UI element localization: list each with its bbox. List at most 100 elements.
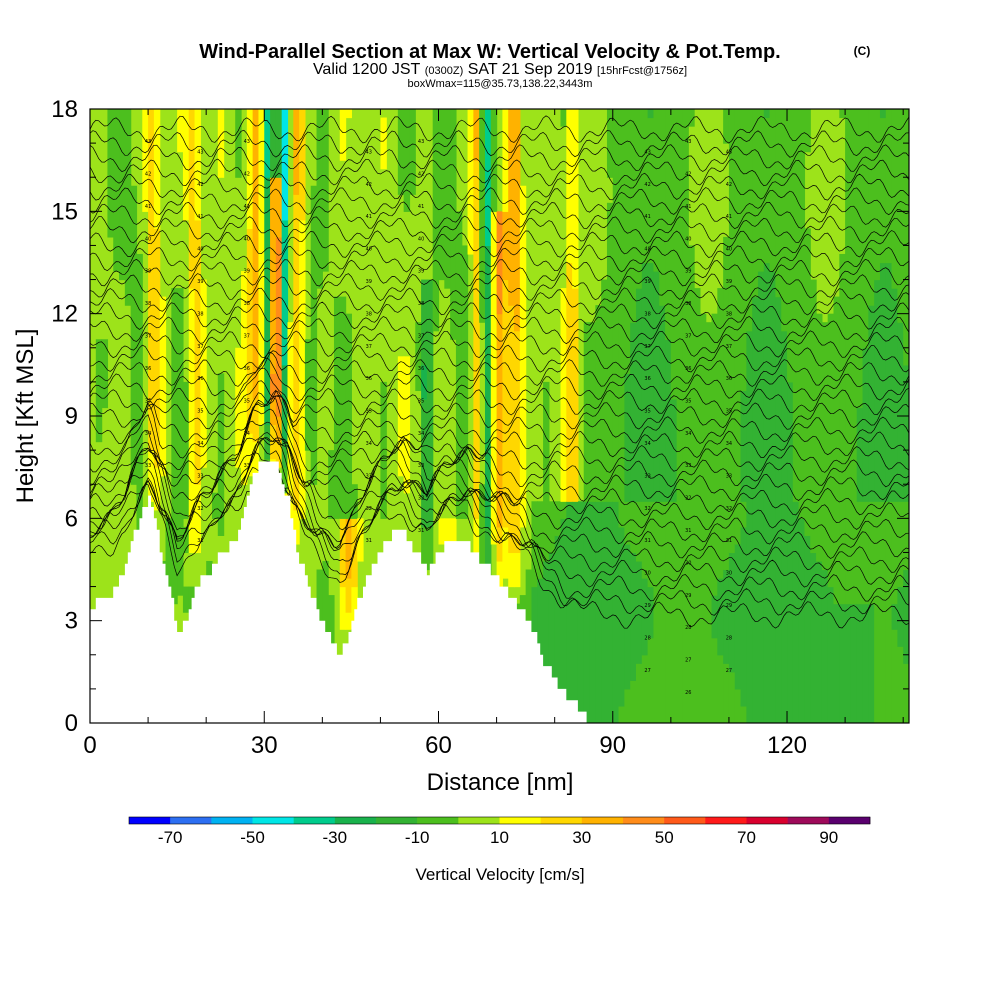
velocity-cell (804, 228, 811, 536)
y-tick-label: 9 (65, 403, 78, 430)
contour-label: 31 (726, 538, 732, 544)
contour-label: 33 (197, 473, 203, 479)
velocity-cell (653, 501, 660, 723)
theta-contour (90, 351, 909, 387)
velocity-cell (641, 501, 649, 579)
velocity-cell (543, 560, 550, 673)
velocity-cell (339, 109, 347, 161)
velocity-cell (200, 279, 207, 468)
contour-label: 36 (685, 366, 691, 372)
velocity-cell (95, 339, 103, 443)
velocity-cell (496, 211, 504, 315)
velocity-cell (850, 109, 858, 605)
colorbar-swatch (458, 817, 500, 824)
theta-contour (90, 452, 909, 602)
velocity-cell (421, 526, 428, 571)
colorbar-swatch (787, 817, 830, 824)
contour-label: 41 (685, 204, 691, 210)
velocity-cell (740, 109, 747, 392)
velocity-cell (757, 271, 765, 723)
velocity-cell (177, 288, 184, 596)
theta-contour (90, 315, 909, 345)
velocity-cell (275, 416, 283, 443)
contour-label: 40 (418, 236, 424, 242)
velocity-cell (630, 501, 637, 554)
velocity-cell (339, 518, 347, 588)
velocity-cell (717, 578, 724, 656)
colorbar-tick-label: 10 (490, 828, 509, 847)
velocity-cell (845, 109, 852, 605)
velocity-cell (630, 322, 637, 502)
velocity-cell (572, 288, 579, 502)
colorbar-swatch (746, 817, 788, 824)
velocity-cell (647, 109, 655, 119)
contour-label: 39 (244, 269, 250, 275)
velocity-cell (566, 501, 573, 723)
velocity-cell (862, 603, 869, 723)
velocity-cell (101, 339, 109, 409)
velocity-cell (484, 526, 492, 571)
velocity-cell (252, 109, 260, 400)
velocity-cell (496, 526, 504, 562)
velocity-cell (490, 109, 498, 212)
velocity-cell (746, 330, 753, 723)
velocity-cell (496, 313, 504, 528)
velocity-cell (345, 578, 352, 613)
contour-label: 36 (197, 376, 203, 382)
velocity-cell (479, 109, 486, 323)
colorbar-swatch (828, 817, 871, 824)
colorbar-swatch (417, 817, 459, 824)
velocity-cell (560, 501, 567, 519)
velocity-cell (583, 501, 591, 723)
velocity-cell (275, 109, 283, 178)
velocity-cell (548, 501, 556, 554)
colorbar-tick-label: 70 (737, 828, 756, 847)
terrain-mask (90, 461, 909, 723)
velocity-cell (781, 109, 788, 332)
contour-label: 31 (366, 538, 372, 544)
velocity-cell (502, 279, 509, 528)
velocity-cell (351, 586, 358, 622)
velocity-cell (618, 109, 625, 528)
velocity-cell (775, 109, 782, 298)
theta-contour (90, 357, 909, 402)
colorbar-tick-label: 90 (819, 828, 838, 847)
y-tick-label: 3 (65, 608, 78, 635)
velocity-cell (566, 109, 573, 264)
velocity-cell (310, 185, 318, 485)
velocity-cell (153, 228, 161, 468)
contour-label: 36 (244, 366, 250, 372)
colorbar-tick-label: -70 (158, 828, 183, 847)
velocity-cell (647, 637, 655, 723)
velocity-cell (426, 526, 434, 571)
velocity-cell (299, 219, 306, 519)
velocity-cell (577, 501, 585, 723)
velocity-cell (624, 109, 631, 374)
velocity-cell (856, 109, 864, 409)
velocity-cell (461, 245, 469, 519)
velocity-cell (560, 288, 567, 502)
velocity-cell (606, 109, 614, 178)
velocity-cell (740, 526, 747, 707)
velocity-cell (153, 467, 161, 511)
contour-label: 41 (726, 214, 732, 220)
contour-label: 43 (145, 139, 151, 145)
velocity-cell (502, 109, 509, 212)
colorbar-swatch (129, 817, 171, 824)
velocity-cell (560, 518, 567, 707)
velocity-cell (775, 296, 782, 723)
plot-area: 43 42 41 40 39 38 37 36 35 34 33 43 42 41 40 39 38 37 36 35… (90, 109, 909, 723)
velocity-cell (467, 109, 474, 255)
velocity-cell (821, 569, 829, 723)
velocity-cell (839, 603, 846, 723)
velocity-cell (601, 501, 608, 723)
contour-label: 30 (685, 560, 691, 566)
velocity-cell (339, 296, 347, 519)
velocity-cell (856, 603, 864, 723)
contour-label: 38 (644, 311, 650, 317)
velocity-cell (293, 194, 300, 511)
velocity-cell (897, 322, 904, 502)
y-tick-label: 6 (65, 505, 78, 532)
contour-label: 35 (726, 409, 732, 415)
